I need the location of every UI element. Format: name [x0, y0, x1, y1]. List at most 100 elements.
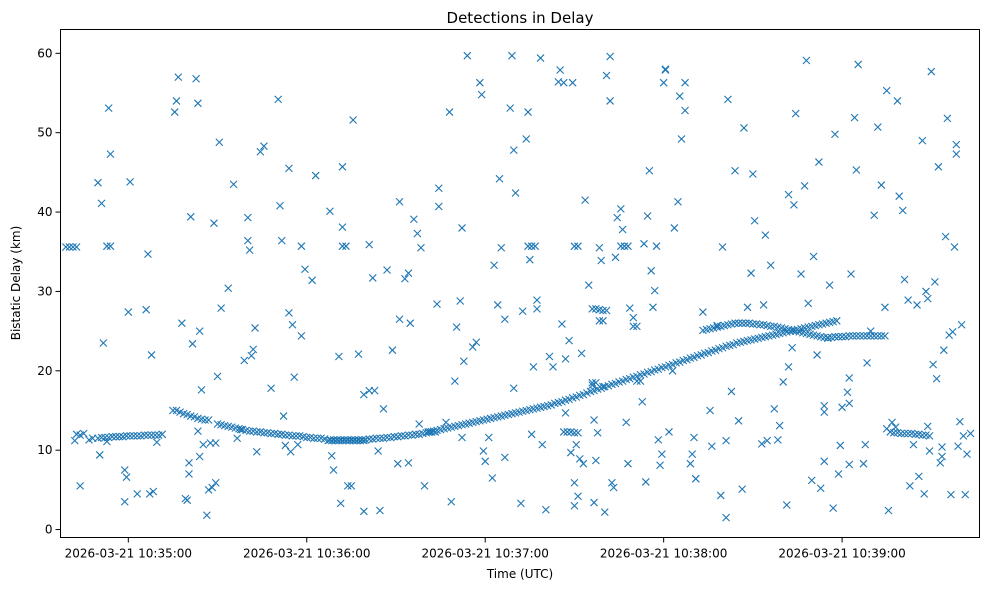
data-point: [845, 374, 854, 382]
data-point: [311, 171, 320, 180]
data-point: [236, 425, 245, 434]
data-point: [144, 431, 152, 439]
data-point: [194, 99, 202, 108]
x-tick-label: 2026-03-21 10:38:00: [600, 547, 727, 561]
data-point: [286, 447, 295, 456]
data-point: [204, 485, 213, 494]
data-point: [823, 333, 832, 342]
data-point: [365, 240, 374, 249]
data-point: [632, 377, 641, 386]
data-point: [338, 242, 347, 251]
data-point: [900, 275, 909, 284]
data-point: [217, 304, 225, 312]
data-point: [243, 236, 252, 245]
data-point: [632, 322, 641, 331]
data-point: [668, 366, 677, 375]
data-point: [770, 405, 779, 413]
data-point: [647, 266, 656, 275]
data-point: [376, 434, 384, 443]
data-point: [923, 422, 932, 431]
data-point: [948, 328, 957, 336]
data-point: [358, 435, 366, 444]
data-point: [873, 331, 882, 340]
data-point: [938, 443, 946, 451]
data-point: [293, 440, 302, 449]
data-point: [559, 428, 568, 436]
y-axis-label: Bistatic Delay (km): [9, 226, 23, 341]
data-point: [279, 412, 288, 420]
data-point: [718, 243, 727, 251]
data-point: [734, 416, 743, 425]
data-point: [759, 301, 768, 309]
data-point: [359, 436, 368, 445]
data-point: [782, 501, 791, 509]
data-point: [918, 431, 927, 439]
data-point: [618, 225, 627, 234]
data-point: [170, 108, 179, 116]
x-tick-label: 2026-03-21 10:37:00: [421, 547, 548, 561]
data-point: [549, 362, 557, 371]
data-point: [99, 339, 108, 347]
data-point: [825, 281, 834, 289]
data-point: [393, 459, 402, 468]
data-point: [101, 433, 110, 442]
data-point: [490, 261, 499, 270]
chart-title: Detections in Delay: [447, 9, 594, 27]
data-point: [877, 181, 886, 189]
data-point: [784, 362, 793, 371]
data-point: [106, 150, 115, 159]
data-point: [434, 202, 443, 211]
data-point: [757, 439, 766, 448]
plot-frame: [60, 29, 980, 538]
data-point: [881, 303, 889, 312]
data-point: [591, 456, 600, 465]
data-point: [133, 489, 142, 498]
data-point: [313, 434, 322, 443]
data-point: [866, 327, 875, 336]
data-point: [773, 435, 782, 444]
data-point: [488, 474, 497, 482]
data-point: [336, 499, 345, 508]
data-point: [72, 243, 81, 251]
data-point: [395, 197, 404, 206]
data-point: [616, 242, 625, 251]
data-point: [873, 123, 882, 132]
data-point: [192, 74, 201, 83]
data-point: [349, 116, 358, 124]
data-point: [761, 231, 770, 239]
data-point: [756, 320, 764, 329]
data-point: [409, 215, 418, 224]
data-point: [923, 294, 932, 303]
data-point: [766, 322, 775, 331]
data-point: [94, 178, 102, 187]
data-point: [194, 427, 202, 436]
data-point: [174, 73, 183, 82]
data-point: [579, 459, 588, 468]
data-point: [575, 455, 584, 463]
data-point: [888, 418, 896, 427]
x-axis-label: Time (UTC): [486, 567, 553, 581]
data-point: [413, 229, 422, 238]
data-point: [602, 71, 611, 80]
data-point: [522, 135, 531, 143]
data-point: [326, 207, 334, 216]
data-point: [731, 319, 739, 328]
data-point: [506, 104, 515, 112]
data-point: [850, 113, 859, 122]
data-point: [302, 433, 311, 442]
x-tick-label: 2026-03-21 10:36:00: [243, 547, 370, 561]
data-point: [797, 270, 805, 278]
data-point: [831, 332, 839, 341]
data-point: [347, 482, 356, 490]
data-point: [741, 319, 750, 328]
data-point: [106, 242, 115, 251]
data-point: [297, 242, 306, 251]
data-point: [252, 428, 261, 436]
data-point: [281, 441, 290, 450]
data-point: [784, 190, 793, 199]
data-point: [204, 416, 213, 424]
data-point: [911, 430, 920, 439]
data-point: [609, 483, 618, 492]
data-point: [836, 441, 845, 450]
data-point: [195, 327, 204, 336]
